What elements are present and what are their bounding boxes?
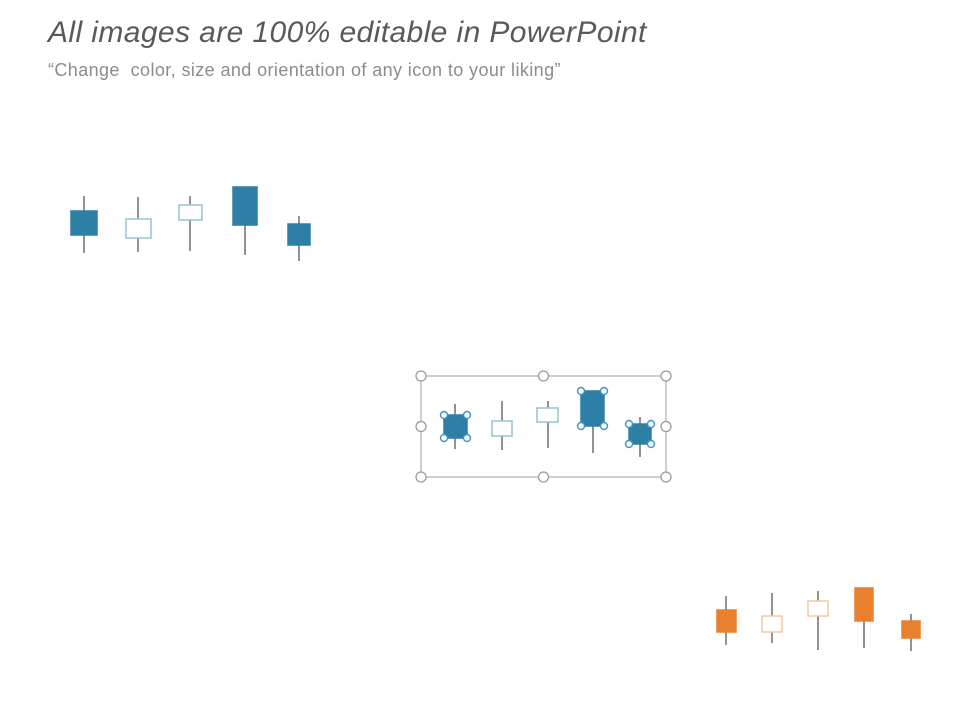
- candlestick-icon-bottom-right[interactable]: [716, 587, 921, 651]
- candle-body-hollow: [491, 420, 513, 437]
- shape-vertex-handle[interactable]: [576, 386, 586, 396]
- candle-body-filled: [232, 186, 258, 226]
- slide-header: All images are 100% editable in PowerPoi…: [48, 15, 647, 82]
- candle-body-filled: [901, 620, 921, 639]
- shape-vertex-handle[interactable]: [599, 421, 609, 431]
- selection-resize-handle[interactable]: [537, 471, 550, 483]
- selection-resize-handle[interactable]: [660, 370, 672, 382]
- candle-body-filled: [716, 609, 737, 633]
- shape-vertex-handle[interactable]: [462, 433, 472, 443]
- candlestick-icon-top-left[interactable]: [70, 186, 311, 261]
- candle-body-hollow: [807, 600, 829, 617]
- selection-resize-handle[interactable]: [415, 370, 427, 382]
- candle-body-hollow: [536, 407, 559, 423]
- shape-vertex-handle[interactable]: [624, 439, 634, 449]
- selection-resize-handle[interactable]: [660, 471, 672, 483]
- candle-body-hollow: [125, 218, 152, 239]
- shape-vertex-handle[interactable]: [624, 419, 634, 429]
- shape-vertex-handle[interactable]: [599, 386, 609, 396]
- candle-body-hollow: [761, 615, 783, 633]
- slide-subtitle: “Change color, size and orientation of a…: [48, 60, 561, 80]
- candle-body-filled: [580, 390, 605, 427]
- candle-body-filled: [287, 223, 311, 246]
- selection-resize-handle[interactable]: [415, 471, 427, 483]
- shape-vertex-handle[interactable]: [576, 421, 586, 431]
- shape-vertex-handle[interactable]: [646, 419, 656, 429]
- shape-vertex-handle[interactable]: [646, 439, 656, 449]
- selection-resize-handle[interactable]: [537, 370, 550, 382]
- candlestick-icon-selected[interactable]: [415, 370, 672, 483]
- selection-resize-handle[interactable]: [415, 420, 427, 433]
- candle-body-filled: [628, 423, 652, 445]
- candle-body-hollow: [178, 204, 203, 221]
- candle-body-filled: [854, 587, 874, 622]
- candle-body-filled: [443, 414, 468, 439]
- shape-vertex-handle[interactable]: [462, 410, 472, 420]
- shape-vertex-handle[interactable]: [439, 410, 449, 420]
- selection-resize-handle[interactable]: [660, 420, 672, 433]
- candle-body-filled: [70, 210, 98, 236]
- slide-title: All images are 100% editable in PowerPoi…: [48, 16, 647, 49]
- shape-vertex-handle[interactable]: [439, 433, 449, 443]
